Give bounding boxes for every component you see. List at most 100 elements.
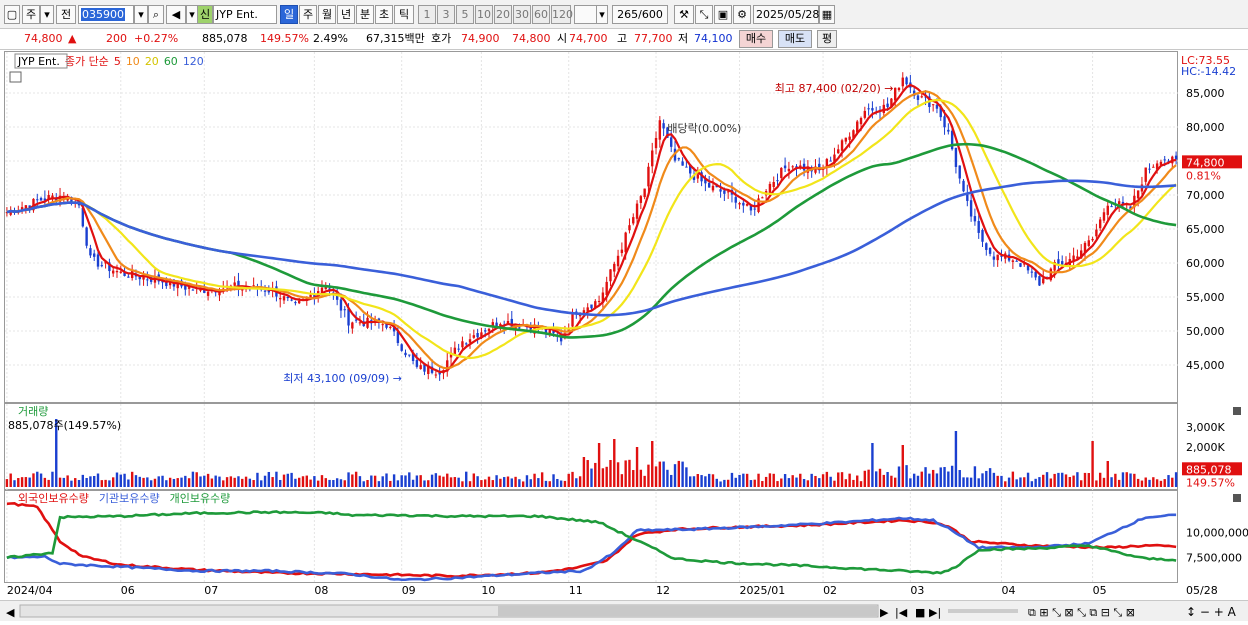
- scrollbar-thumb[interactable]: [498, 606, 878, 616]
- zoom-controls-icon[interactable]: ↕ − + A: [1186, 605, 1237, 619]
- interval-button-3[interactable]: 3: [437, 5, 455, 24]
- stock-name-field[interactable]: JYP Ent.: [213, 5, 277, 24]
- volume-bar: [36, 471, 39, 487]
- sell-button[interactable]: 매도: [778, 30, 812, 48]
- low-annotation: 최저 43,100 (09/09) →: [283, 372, 402, 385]
- zoom-first-icon[interactable]: |◀: [895, 606, 908, 619]
- candle-body: [651, 150, 654, 167]
- volume-bar: [1091, 441, 1094, 487]
- period-button-all[interactable]: 전: [56, 5, 76, 24]
- candle-body: [449, 352, 453, 358]
- tool-icons[interactable]: ⧉ ⊞ ⤡ ⊠ ⤡ ⧉ ⊟ ⤡ ⊠: [1028, 606, 1135, 619]
- volume-bar: [859, 481, 863, 487]
- ask-price: 74,800: [512, 32, 551, 45]
- candle-body: [290, 299, 293, 301]
- tf-button-day[interactable]: 일: [280, 5, 298, 24]
- indicator-icon[interactable]: ⚒: [674, 5, 694, 24]
- dropdown-arrow-icon[interactable]: ▾: [40, 5, 54, 24]
- interval-dropdown-icon[interactable]: ▾: [596, 5, 608, 24]
- draw-tool-icon[interactable]: ⤡: [695, 5, 713, 24]
- volume-bar: [787, 478, 791, 487]
- volume-bar: [632, 470, 635, 487]
- chart-area[interactable]: 2024/04 06 07 08 09 10 11 12 2025/01 02 03 04 05 05/2…: [0, 51, 1248, 601]
- layout-icon[interactable]: ▢: [4, 5, 20, 24]
- volume-bar: [176, 478, 179, 487]
- candle-body: [670, 137, 673, 147]
- date-field[interactable]: 2025/05/28: [753, 5, 819, 24]
- candle-body: [601, 292, 605, 303]
- volume-bar: [1019, 477, 1022, 487]
- zoom-slider[interactable]: [948, 609, 1018, 613]
- volume-bar: [662, 461, 665, 487]
- volume-bar: [400, 475, 403, 487]
- y-tick-label: 80,000: [1186, 121, 1225, 134]
- period-button-week[interactable]: 주: [22, 5, 40, 24]
- buy-button[interactable]: 매수: [739, 30, 773, 48]
- volume-bar: [981, 473, 984, 487]
- interval-button-10[interactable]: 10: [475, 5, 493, 24]
- volume-bar: [605, 466, 608, 487]
- search-icon[interactable]: ⌕: [148, 5, 164, 24]
- volume-bar: [119, 474, 122, 487]
- volume-bar: [1121, 472, 1125, 487]
- code-dropdown-icon[interactable]: ▾: [134, 5, 148, 24]
- calendar-icon[interactable]: ▦: [819, 5, 835, 24]
- scroll-left-icon[interactable]: ◀: [6, 606, 15, 619]
- volume-bar: [969, 477, 973, 487]
- tf-button-month[interactable]: 월: [318, 5, 336, 24]
- volume-bar: [210, 478, 214, 487]
- candle-body: [689, 164, 692, 174]
- interval-button-60[interactable]: 60: [532, 5, 550, 24]
- volume-bar: [1011, 471, 1015, 487]
- volume-bar: [852, 479, 855, 487]
- chart-svg[interactable]: 2024/04 06 07 08 09 10 11 12 2025/01 02 03 04 05 05/2…: [0, 51, 1248, 601]
- eval-button[interactable]: 평: [817, 30, 837, 48]
- tf-button-week[interactable]: 주: [299, 5, 317, 24]
- candle-body: [1015, 260, 1018, 262]
- interval-button-1[interactable]: 1: [418, 5, 436, 24]
- candle-body: [658, 120, 662, 140]
- candle-body: [700, 172, 703, 182]
- save-icon[interactable]: ▣: [714, 5, 732, 24]
- tf-button-minute[interactable]: 분: [356, 5, 374, 24]
- volume-bar: [1038, 477, 1041, 487]
- volume-bar: [468, 481, 472, 487]
- volume-bar: [692, 476, 696, 487]
- tf-button-year[interactable]: 년: [337, 5, 355, 24]
- high-price: 77,700: [634, 32, 673, 45]
- volume-bar: [601, 468, 605, 487]
- zoom-last-icon[interactable]: ▶|: [929, 606, 941, 619]
- stop-icon[interactable]: ■: [915, 606, 925, 619]
- gear-icon[interactable]: ⚙: [733, 5, 751, 24]
- holdings-close-icon[interactable]: [1233, 494, 1241, 502]
- candle-body: [723, 190, 726, 194]
- candle-body: [1023, 263, 1026, 265]
- interval-button-30[interactable]: 30: [513, 5, 531, 24]
- volume-bar: [761, 481, 764, 487]
- volume-bar: [24, 477, 28, 487]
- stock-code-input[interactable]: 035900: [78, 5, 134, 24]
- volume-pane: [4, 403, 1178, 490]
- tf-button-tick[interactable]: 틱: [394, 5, 414, 24]
- volume-bar: [385, 473, 388, 487]
- volume-bar: [28, 477, 31, 487]
- volume-bar: [298, 477, 301, 487]
- interval-button-120[interactable]: 120: [551, 5, 573, 24]
- holdings-tick-label: 10,000,000: [1186, 526, 1248, 539]
- candle-body: [267, 289, 271, 293]
- volume-bar: [734, 477, 737, 487]
- table-icon[interactable]: [9, 71, 22, 83]
- interval-button-20[interactable]: 20: [494, 5, 512, 24]
- volume-bar: [726, 479, 730, 487]
- scroll-right-icon[interactable]: ▶: [880, 606, 889, 619]
- tf-button-second[interactable]: 초: [375, 5, 393, 24]
- speaker-icon[interactable]: ◀: [166, 5, 186, 24]
- volume-bar: [222, 480, 225, 487]
- volume-close-icon[interactable]: [1233, 407, 1241, 415]
- count-field[interactable]: 265/600: [612, 5, 668, 24]
- candle-body: [935, 104, 939, 109]
- candle-body: [237, 280, 240, 289]
- interval-button-5[interactable]: 5: [456, 5, 474, 24]
- volume-bar: [195, 472, 198, 487]
- holdings-legend: 외국인보유수량 기관보유수량 개인보유수량: [18, 492, 230, 505]
